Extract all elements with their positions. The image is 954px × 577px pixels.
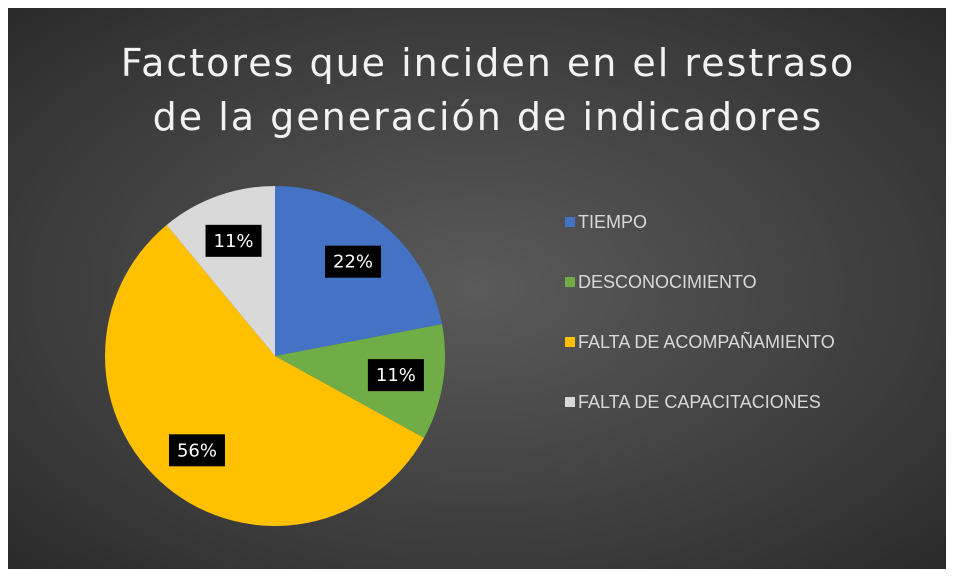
legend-swatch (565, 397, 575, 407)
legend-swatch (565, 217, 575, 227)
legend-label: FALTA DE ACOMPAÑAMIENTO (578, 331, 835, 352)
data-label: 22% (333, 252, 373, 273)
data-label: 11% (376, 365, 416, 386)
label-box (168, 434, 225, 467)
data-label: 11% (214, 231, 254, 252)
data-label: 56% (177, 440, 217, 461)
label-box (325, 245, 382, 278)
legend-label: FALTA DE CAPACITACIONES (578, 392, 821, 412)
pie-slice (275, 324, 445, 438)
chart-title: Factores que inciden en el restraso de l… (120, 41, 856, 139)
legend-label: DESCONOCIMIENTO (578, 272, 757, 292)
legend-swatch (565, 337, 575, 347)
chart: 22% 11% 56% 11% TIEMPO DESCONOCIMIENTO FALTA D… (105, 186, 835, 527)
label-box (205, 224, 262, 257)
chart-area: 22% 11% 56% 11% TIEMPO DESCONOCIMIENTO FALTA D… (8, 8, 946, 569)
label-box (367, 359, 424, 392)
legend-label: TIEMPO (578, 212, 647, 232)
legend-swatch (565, 277, 575, 287)
